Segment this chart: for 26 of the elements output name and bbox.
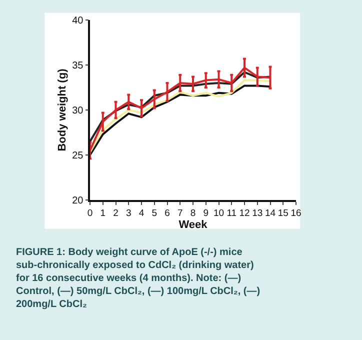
x-tick-label: 0 [87,208,93,220]
x-tick-label: 5 [152,208,158,220]
y-tick-label: 40 [72,16,84,26]
x-tick-label: 12 [239,208,250,220]
y-axis-title: Body weight (g) [56,68,68,152]
y-tick-label: 30 [72,106,84,116]
y-tick-label: 25 [72,150,84,162]
y-tick-label: 20 [72,196,84,206]
line-series [90,71,272,142]
x-tick-label: 16 [290,208,302,220]
x-tick-label: 2 [113,208,118,220]
y-tick-label: 35 [72,60,84,72]
x-tick-label: 8 [190,208,196,220]
x-tick-label: 4 [138,208,144,220]
x-tick-label: 9 [203,208,209,220]
x-tick-label: 6 [164,208,170,220]
x-tick-label: 14 [264,208,276,220]
x-tick-label: 7 [177,208,183,220]
x-tick-label: 11 [226,208,237,220]
x-tick-label: 1 [100,208,106,220]
x-axis-title: Week [178,219,208,232]
x-tick-label: 15 [278,208,288,220]
x-tick-label: 3 [126,208,132,220]
x-tick-label: 10 [213,208,224,220]
x-tick-label: 13 [252,208,263,220]
caption: FIGURE 1: Body weight curve of ApoE (-/-) mice sub-chronically exposed to CdCl₂ (drinking water) for 16 consecutive weeks (4 months). Note: (—) Control, (—) 50mg/L CbCl₂, (—) 100mg/L CbCl₂, (—) 200mg/L CbCl₂ [16,247,260,310]
